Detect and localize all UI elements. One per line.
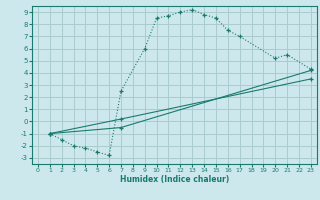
X-axis label: Humidex (Indice chaleur): Humidex (Indice chaleur): [120, 175, 229, 184]
